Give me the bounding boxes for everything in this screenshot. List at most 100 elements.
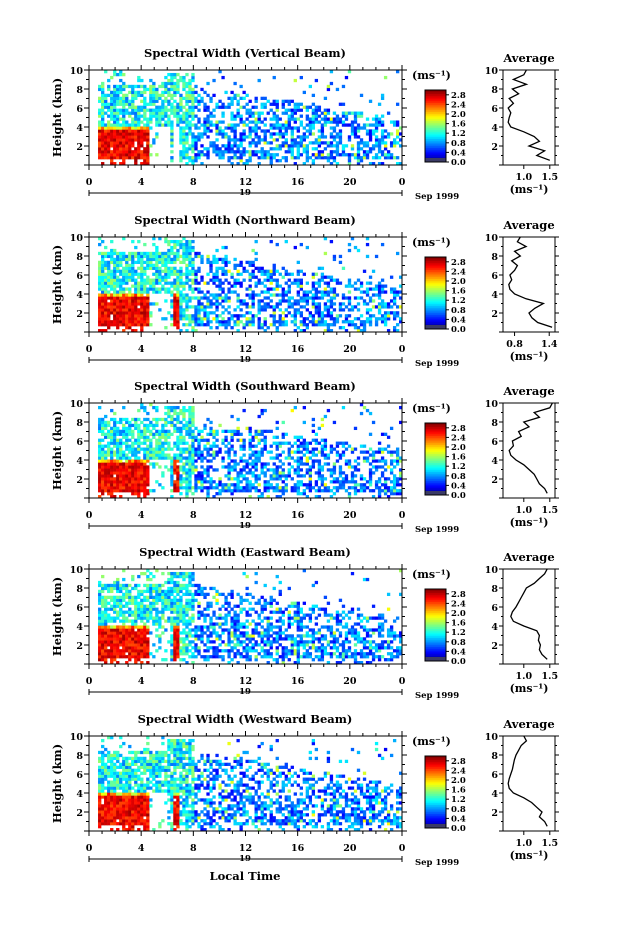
heatmap-cell — [287, 117, 291, 121]
heatmap-cell — [122, 132, 126, 136]
heatmap-cell — [173, 105, 177, 109]
heatmap-cell — [290, 450, 294, 454]
heatmap-cell — [134, 438, 138, 442]
heatmap-cell — [302, 293, 306, 297]
heatmap-cell — [332, 480, 337, 484]
heatmap-cell — [125, 281, 129, 285]
heatmap-cell — [221, 156, 225, 160]
colorbar-tick-label: 0.8 — [451, 139, 466, 149]
heatmap-cell — [125, 96, 129, 100]
heatmap-cell — [347, 320, 352, 324]
colorbar-tick-label: 0.4 — [451, 481, 466, 491]
heatmap-cell — [281, 317, 285, 321]
heatmap-cell — [173, 75, 177, 80]
heatmap-cell — [182, 284, 186, 288]
heatmap-cell — [161, 260, 165, 265]
heatmap-cell — [110, 135, 114, 139]
heatmap-cell — [113, 302, 117, 306]
heatmap-cell — [176, 308, 180, 312]
heatmap-cell — [293, 320, 297, 324]
heatmap-cell — [143, 251, 147, 256]
heatmap-cell — [260, 471, 264, 475]
heatmap-cell — [191, 317, 195, 321]
heatmap-cell — [278, 317, 282, 321]
heatmap-cell — [314, 117, 319, 121]
heatmap-cell — [275, 326, 279, 330]
heatmap-cell — [392, 314, 397, 318]
heatmap-cell — [185, 447, 189, 451]
heatmap-cell — [185, 426, 189, 431]
heatmap-cell — [260, 272, 264, 276]
heatmap-cell — [233, 141, 237, 145]
heatmap-cell — [296, 141, 300, 145]
heatmap-cell — [191, 96, 195, 100]
heatmap-cell — [224, 278, 228, 282]
colorbar-swatch — [425, 129, 446, 132]
heatmap-cell — [278, 495, 282, 499]
heatmap-cell — [320, 465, 325, 469]
heatmap-cell — [125, 108, 129, 112]
heatmap-cell — [185, 317, 189, 321]
y-axis-label: Height (km) — [50, 245, 64, 324]
chart-title: Spectral Width (Eastward Beam) — [139, 545, 351, 559]
heatmap-cell — [386, 314, 391, 318]
heatmap-cell — [287, 474, 291, 478]
heatmap-cell — [353, 480, 358, 484]
colorbar-swatch — [425, 118, 446, 121]
beam-panel-3: Spectral Width (Eastward Beam)Height (km… — [50, 545, 559, 701]
heatmap-cell — [287, 278, 291, 282]
heatmap-cell — [269, 132, 273, 136]
heatmap-cell — [239, 447, 243, 451]
heatmap-cell — [311, 132, 316, 136]
heatmap-cell — [101, 290, 105, 294]
heatmap-cell — [125, 438, 129, 442]
heatmap-cell — [206, 447, 210, 451]
profile-x-tick-label: 1.0 — [516, 172, 533, 183]
heatmap-cell — [323, 156, 328, 160]
heatmap-cell — [248, 159, 252, 163]
heatmap-cell — [272, 111, 276, 115]
heatmap-cell — [392, 156, 397, 160]
heatmap-cell — [287, 468, 291, 472]
heatmap-cell — [191, 441, 195, 445]
heatmap-cell — [116, 150, 120, 154]
heatmap-cell — [392, 290, 397, 294]
heatmap-cell — [221, 245, 225, 250]
heatmap-cell — [326, 281, 331, 285]
heatmap-cell — [128, 465, 132, 469]
heatmap-cell — [284, 320, 288, 324]
heatmap-cell — [164, 81, 168, 86]
heatmap-cell — [125, 314, 129, 318]
heatmap-cell — [98, 308, 102, 312]
heatmap-cell — [188, 459, 192, 463]
heatmap-cell — [341, 477, 346, 481]
heatmap-cell — [263, 96, 267, 100]
heatmap-cell — [128, 138, 132, 142]
heatmap-cell — [182, 126, 186, 130]
heatmap-cell — [272, 132, 276, 136]
heatmap-cell — [137, 144, 141, 148]
heatmap-cell — [323, 111, 328, 115]
heatmap-cell — [161, 417, 165, 422]
heatmap-cell — [302, 299, 306, 303]
heatmap-cell — [161, 474, 165, 478]
heatmap-cell — [257, 489, 261, 493]
heatmap-cell — [362, 444, 367, 448]
heatmap-cell — [188, 96, 192, 100]
heatmap-cell — [344, 459, 349, 463]
heatmap-cell — [299, 75, 303, 80]
heatmap-cell — [128, 126, 132, 130]
heatmap-cell — [110, 93, 114, 98]
heatmap-cell — [128, 432, 132, 436]
heatmap-cell — [152, 435, 156, 439]
heatmap-cell — [128, 308, 132, 312]
heatmap-cell — [176, 474, 180, 478]
heatmap-cell — [191, 108, 195, 112]
heatmap-cell — [263, 429, 267, 433]
heatmap-cell — [320, 468, 325, 472]
heatmap-cell — [149, 462, 153, 466]
heatmap-cell — [185, 245, 189, 250]
heatmap-cell — [98, 278, 102, 282]
heatmap-cell — [155, 450, 159, 454]
